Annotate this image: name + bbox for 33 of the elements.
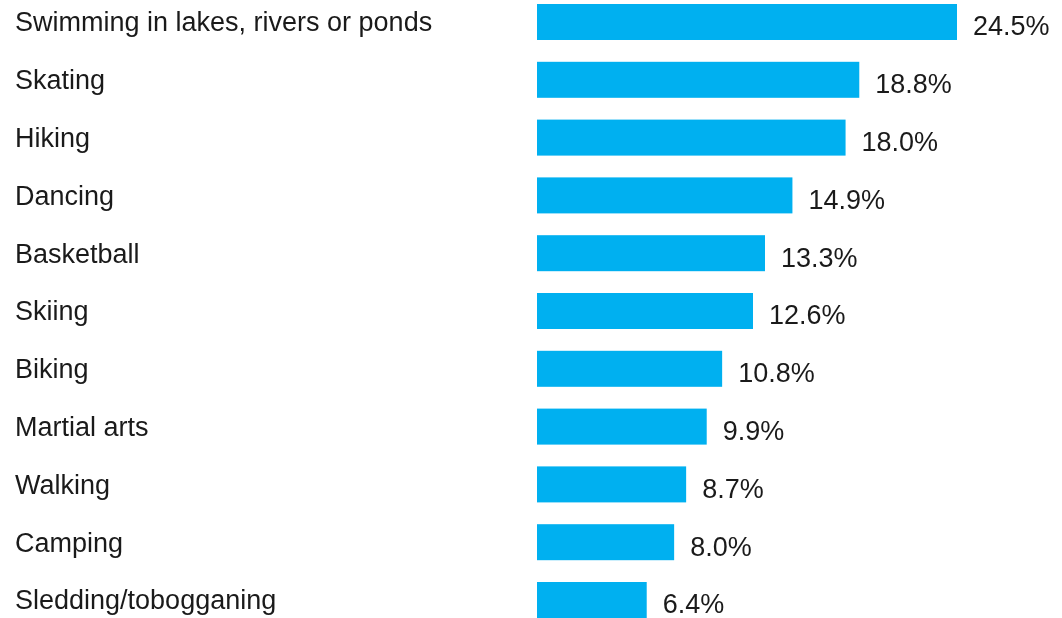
data-label: 9.9% bbox=[722, 416, 785, 447]
bar bbox=[537, 524, 675, 561]
data-label: 14.9% bbox=[808, 184, 885, 215]
bar bbox=[537, 408, 707, 445]
data-label: 18.0% bbox=[861, 127, 939, 158]
y-tick-label: Biking bbox=[15, 354, 89, 385]
bar bbox=[537, 119, 846, 156]
data-label: 13.3% bbox=[781, 242, 858, 273]
bar bbox=[537, 235, 765, 272]
y-tick-label: Swimming in lakes, rivers or ponds bbox=[15, 7, 433, 38]
bar bbox=[537, 293, 753, 329]
data-label: 8.7% bbox=[702, 473, 764, 504]
y-tick-label: Hiking bbox=[15, 123, 91, 154]
bar bbox=[537, 4, 957, 40]
bar bbox=[537, 61, 860, 98]
bar bbox=[537, 466, 687, 503]
y-tick-label: Skiing bbox=[15, 296, 89, 327]
bar bbox=[537, 350, 723, 387]
data-label: 24.5% bbox=[973, 11, 1050, 42]
bar bbox=[537, 177, 793, 214]
y-tick-label: Basketball bbox=[15, 238, 140, 269]
y-tick-label: Dancing bbox=[15, 180, 115, 211]
data-label: 6.4% bbox=[662, 589, 725, 618]
y-tick-label: Skating bbox=[15, 65, 106, 96]
data-label: 10.8% bbox=[738, 358, 815, 389]
bar bbox=[537, 582, 647, 618]
y-tick-label: Sledding/tobogganing bbox=[15, 585, 277, 616]
data-label: 12.6% bbox=[769, 300, 846, 331]
y-tick-label: Camping bbox=[15, 527, 124, 558]
y-tick-label: Walking bbox=[15, 469, 111, 500]
y-tick-label: Martial arts bbox=[15, 412, 149, 443]
data-label: 8.0% bbox=[690, 531, 752, 562]
data-label: 18.8% bbox=[875, 69, 952, 100]
